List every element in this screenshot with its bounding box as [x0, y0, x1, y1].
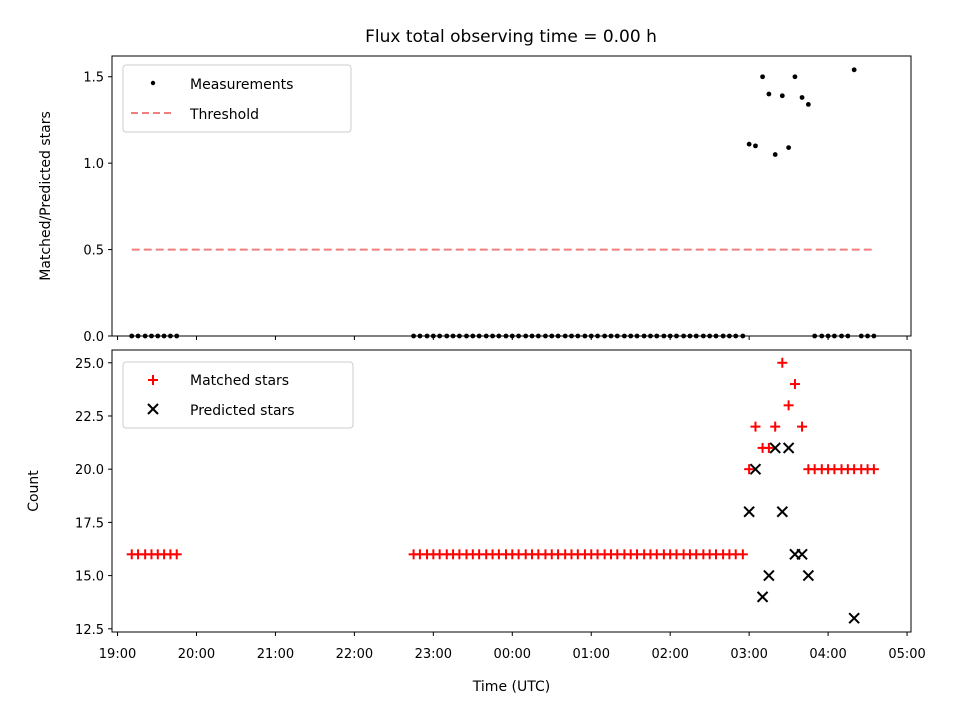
- measurement-point: [799, 95, 805, 100]
- bottom-panel: 12.5 15.0 17.5 20.0 22.5 25.0 19:00 20:00 21:00…: [26, 349, 926, 695]
- measurement-point: [805, 101, 811, 107]
- top-legend-box: [122, 64, 352, 133]
- top-y-tick-label: 1.5: [83, 71, 104, 86]
- bottom-y-tick-label: 12.5: [75, 623, 104, 638]
- legend-matched-plus: [148, 375, 158, 385]
- bottom-legend: Matched stars Predicted stars: [122, 361, 354, 429]
- bottom-y-axis-label: Count: [26, 470, 42, 512]
- bottom-y-tick-label: 20.0: [75, 463, 104, 478]
- bottom-y-tick-label: 22.5: [75, 410, 104, 425]
- measurement-point: [772, 152, 778, 157]
- measurement-point: [760, 74, 765, 80]
- matched-star-point: [777, 357, 788, 368]
- predicted-star-point: [763, 569, 775, 582]
- measurement-point: [753, 143, 758, 149]
- predicted-star-point: [743, 506, 755, 518]
- predicted-star-point: [776, 506, 789, 518]
- matched-star-point: [783, 400, 794, 411]
- top-y-tick-label: 1.0: [83, 157, 104, 172]
- measurement-point: [766, 91, 772, 97]
- top-plot-frame: [111, 55, 912, 337]
- matched-star-point: [797, 421, 808, 432]
- bottom-y-tick-label: 15.0: [75, 570, 104, 585]
- x-tick-label: 04:00: [809, 647, 846, 662]
- predicted-star-point: [782, 442, 795, 454]
- bottom-y-ticks: 12.5 15.0 17.5 20.0 22.5 25.0: [75, 357, 112, 638]
- matched-star-point: [868, 464, 879, 475]
- x-tick-label: 02:00: [651, 647, 688, 662]
- legend-measurements-label: Measurements: [190, 77, 293, 93]
- measurement-point: [851, 67, 857, 73]
- x-tick-label: 03:00: [730, 647, 767, 662]
- x-tick-label: 23:00: [415, 647, 452, 662]
- measurement-point: [746, 141, 752, 147]
- measurement-point: [792, 74, 798, 80]
- matched-star-point: [750, 421, 761, 432]
- x-tick-label: 19:00: [99, 647, 136, 662]
- x-axis-label: Time (UTC): [472, 679, 550, 695]
- matched-star-point: [763, 442, 774, 453]
- x-tick-label: 05:00: [888, 647, 925, 662]
- matched-star-point: [171, 549, 182, 560]
- x-tick-label: 01:00: [573, 647, 610, 662]
- legend-threshold-label: Threshold: [189, 107, 259, 123]
- legend-predicted-label: Predicted stars: [190, 403, 295, 419]
- predicted-star-point: [848, 612, 860, 624]
- predicted-star-point: [756, 591, 769, 603]
- top-y-tick-label: 0.0: [83, 330, 104, 345]
- bottom-y-tick-label: 25.0: [75, 357, 104, 372]
- matched-star-point: [744, 464, 755, 475]
- predicted-star-point: [749, 463, 762, 475]
- predicted-star-point: [769, 442, 781, 454]
- measurement-point: [779, 93, 785, 99]
- bottom-x-ticks: 19:00 20:00 21:00 22:00 23:00 00:00 01:00 02:00…: [99, 632, 926, 662]
- matched-star-point: [789, 379, 800, 390]
- top-y-axis-label: Matched/Predicted stars: [38, 111, 54, 281]
- bottom-plot-marks: [126, 357, 879, 624]
- top-y-ticks: 0.0 0.5 1.0 1.5: [83, 71, 112, 345]
- bottom-legend-box: [122, 361, 354, 429]
- chart-title: Flux total observing time = 0.00 h: [365, 27, 657, 47]
- x-tick-label: 21:00: [257, 647, 294, 662]
- top-y-tick-label: 0.5: [83, 244, 104, 259]
- bottom-y-tick-label: 17.5: [75, 516, 104, 531]
- x-tick-label: 00:00: [494, 647, 531, 662]
- top-panel: 0.0 0.5 1.0 1.5 Matched/Predicted stars Mea…: [38, 55, 912, 345]
- legend-measurements-marker: [150, 80, 156, 86]
- top-x-ticks: [117, 336, 908, 340]
- x-tick-label: 20:00: [178, 647, 215, 662]
- legend-matched-marker: [148, 375, 158, 385]
- matched-star-point: [770, 421, 781, 432]
- matched-star-point: [737, 549, 748, 560]
- predicted-star-point: [796, 548, 808, 561]
- measurement-point: [786, 145, 792, 151]
- predicted-star-point: [802, 569, 815, 582]
- bottom-plot-frame: [111, 349, 912, 633]
- legend-predicted-marker: [147, 403, 159, 415]
- x-tick-label: 22:00: [336, 647, 373, 662]
- legend-predicted-x: [147, 403, 159, 415]
- legend-matched-label: Matched stars: [190, 373, 289, 389]
- top-legend: Measurements Threshold: [122, 64, 352, 133]
